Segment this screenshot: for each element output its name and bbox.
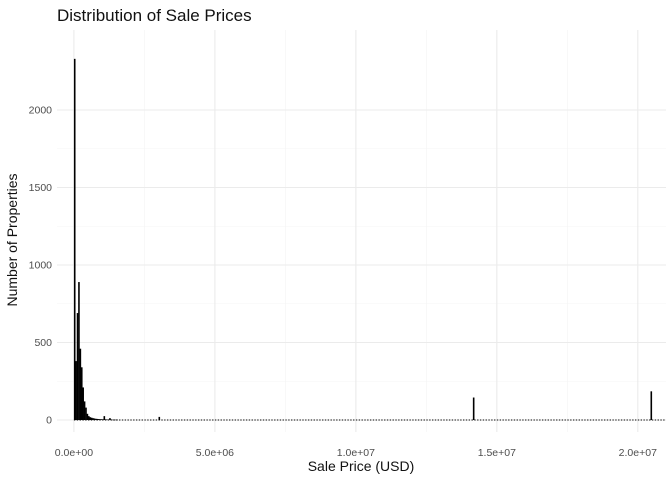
histogram-bar (97, 419, 100, 420)
y-axis-tick-labels: 0 500 1000 1500 2000 (29, 105, 53, 427)
histogram-bar (86, 413, 89, 420)
histogram-bar (158, 416, 161, 420)
x-tick-label: 1.5e+07 (478, 447, 516, 459)
y-tick-label: 0 (46, 415, 52, 427)
histogram-bar (80, 367, 83, 420)
histogram-bar (75, 361, 77, 420)
histogram-bars (73, 58, 665, 421)
histogram-bar (111, 419, 114, 421)
y-axis-title: Number of Properties (4, 173, 20, 306)
histogram-bar (113, 419, 115, 421)
histogram-bar (96, 418, 99, 420)
chart-title: Distribution of Sale Prices (57, 6, 252, 25)
histogram-bar (102, 419, 104, 420)
histogram-bar (106, 419, 108, 421)
histogram-bar (95, 418, 97, 420)
y-tick-label: 1500 (29, 182, 53, 194)
x-axis-tick-labels: 0.0e+00 5.0e+06 1.0e+07 1.5e+07 2.0e+07 (55, 447, 657, 459)
x-tick-label: 0.0e+00 (55, 447, 93, 459)
histogram-bar (110, 419, 113, 421)
histogram-bar (83, 401, 86, 420)
histogram-bar (650, 391, 653, 420)
grid-lines (57, 30, 666, 432)
histogram-bar (90, 417, 93, 420)
y-tick-label: 2000 (29, 105, 53, 117)
histogram-bar (89, 417, 92, 420)
histogram-bar (99, 419, 101, 420)
histogram-bar (472, 397, 475, 420)
x-axis-title: Sale Price (USD) (308, 458, 415, 474)
histogram-bar (92, 418, 94, 420)
x-tick-label: 2.0e+07 (619, 447, 657, 459)
histogram-bar (73, 58, 76, 420)
histogram-bar (79, 348, 82, 420)
histogram-bar (93, 418, 96, 420)
histogram-bar (114, 419, 117, 421)
histogram-bar (100, 419, 103, 420)
histogram-bar (78, 282, 80, 420)
histogram-bar (76, 313, 79, 420)
y-tick-label: 1000 (29, 260, 53, 272)
histogram-bar (88, 416, 90, 420)
x-tick-label: 1.0e+07 (337, 447, 375, 459)
y-tick-label: 500 (34, 337, 52, 349)
histogram-bar (116, 419, 118, 421)
histogram-bar (85, 407, 87, 420)
histogram-bar (82, 387, 84, 420)
histogram-bar (103, 416, 106, 420)
histogram-bar (107, 419, 110, 421)
histogram-bar (109, 418, 111, 420)
histogram-bar (104, 419, 107, 420)
x-tick-label: 5.0e+06 (196, 447, 234, 459)
